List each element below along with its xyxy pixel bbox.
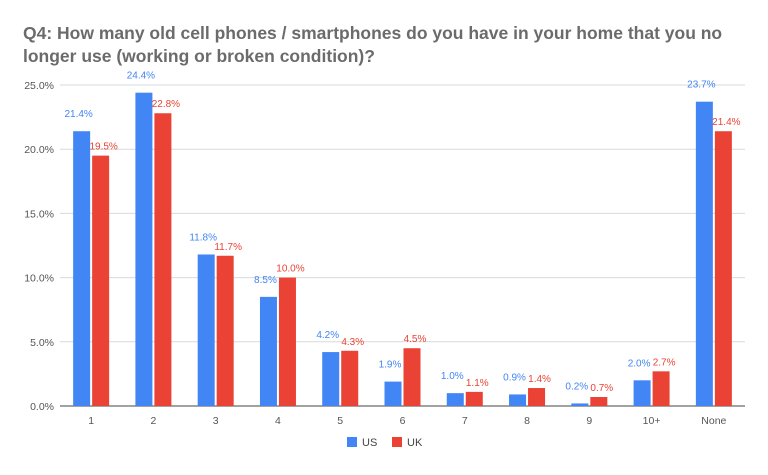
x-tick-label: 4: [275, 415, 281, 427]
legend-swatch-us: [347, 437, 357, 447]
bar-us: [571, 403, 589, 406]
data-label-us: 8.5%: [254, 275, 277, 286]
bar-uk: [341, 350, 359, 406]
x-tick-label: 7: [462, 415, 468, 427]
bar-us: [135, 92, 153, 406]
data-label-us: 1.0%: [441, 371, 464, 382]
legend-label-uk: UK: [407, 437, 423, 449]
bar-uk: [216, 255, 234, 406]
data-label-us: 0.9%: [503, 372, 526, 383]
data-label-uk: 11.7%: [214, 242, 242, 253]
bar-us: [259, 296, 277, 406]
y-tick-label: 20.0%: [24, 144, 54, 156]
bar-uk: [590, 397, 608, 406]
bar-uk: [92, 155, 110, 406]
x-tick-label: 8: [524, 415, 530, 427]
bar-uk: [278, 277, 296, 406]
x-tick-label: 5: [337, 415, 343, 427]
data-label-uk: 4.5%: [404, 334, 427, 345]
legend-swatch-uk: [392, 437, 402, 447]
x-tick-label: 9: [586, 415, 592, 427]
data-label-uk: 21.4%: [712, 117, 740, 128]
data-label-uk: 2.7%: [653, 357, 676, 368]
bar-uk: [465, 391, 483, 406]
bar-us: [73, 131, 91, 406]
bar-us: [384, 381, 402, 406]
y-tick-label: 25.0%: [24, 80, 54, 92]
bar-us: [322, 352, 340, 406]
x-tick-label: None: [701, 415, 726, 427]
y-tick-label: 5.0%: [30, 337, 54, 349]
data-label-us: 23.7%: [687, 80, 715, 91]
data-label-uk: 4.3%: [341, 337, 364, 348]
bar-uk: [652, 371, 670, 406]
bar-us: [633, 380, 651, 406]
data-label-us: 1.9%: [379, 360, 402, 371]
data-label-uk: 1.1%: [466, 378, 489, 389]
bar-us: [695, 101, 713, 406]
data-label-us: 21.4%: [64, 109, 92, 120]
bar-uk: [403, 348, 421, 406]
data-label-uk: 22.8%: [152, 99, 180, 110]
bar-us: [446, 393, 464, 406]
y-tick-label: 0.0%: [30, 401, 54, 413]
data-label-uk: 19.5%: [89, 142, 117, 153]
y-tick-label: 15.0%: [24, 208, 54, 220]
data-label-uk: 10.0%: [276, 264, 304, 275]
data-label-us: 2.0%: [628, 358, 651, 369]
data-label-uk: 1.4%: [528, 374, 551, 385]
data-label-us: 11.8%: [189, 232, 217, 243]
x-tick-label: 10+: [643, 415, 661, 427]
bar-us: [509, 394, 527, 406]
chart-title: Q4: How many old cell phones / smartphon…: [23, 23, 723, 66]
data-label-us: 24.4%: [127, 71, 155, 82]
bar-us: [197, 254, 215, 406]
data-label-uk: 0.7%: [590, 383, 613, 394]
x-tick-label: 6: [400, 415, 406, 427]
x-tick-label: 2: [150, 415, 156, 427]
data-label-us: 4.2%: [316, 330, 339, 341]
x-tick-label: 1: [88, 415, 94, 427]
x-tick-label: 3: [213, 415, 219, 427]
legend-label-us: US: [362, 437, 377, 449]
y-tick-label: 10.0%: [24, 273, 54, 285]
bar-uk: [154, 113, 172, 407]
bar-uk: [714, 131, 732, 406]
bar-uk: [528, 388, 546, 406]
data-label-us: 0.2%: [565, 381, 588, 392]
